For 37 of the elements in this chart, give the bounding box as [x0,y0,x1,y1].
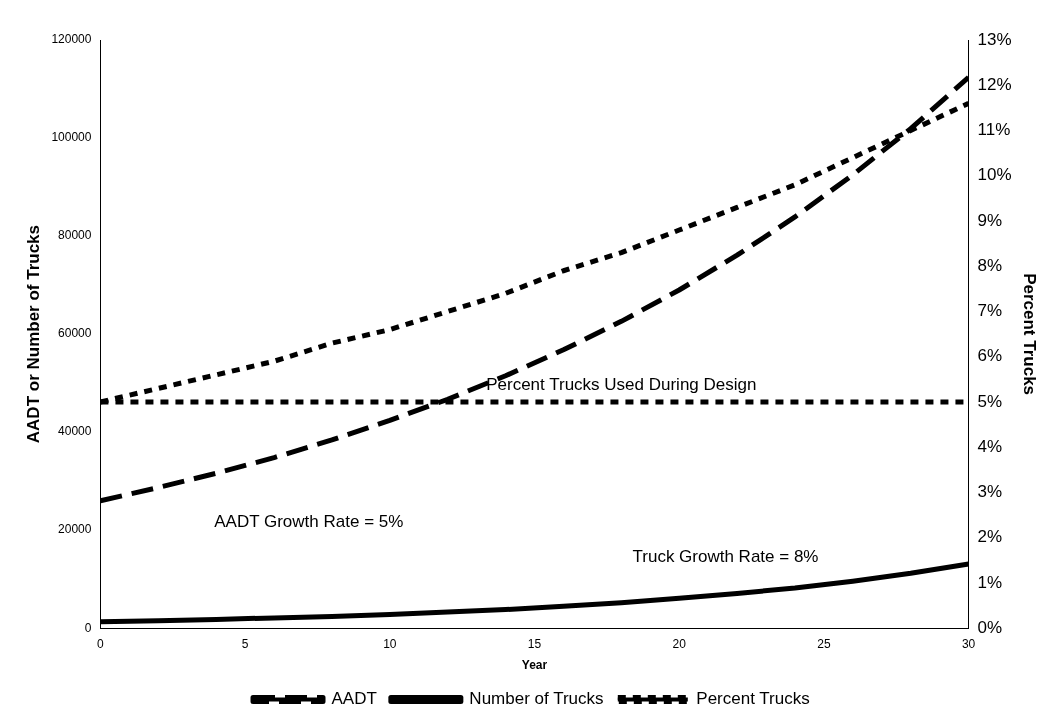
y2-tick-label: 6% [977,346,1003,366]
y-tick-label: 0 [84,620,92,635]
x-tick-label: 25 [817,636,831,651]
y-axis-title: AADT or Number of Trucks [23,225,43,444]
y-tick-label: 80000 [58,228,92,243]
x-tick-label: 30 [961,636,976,651]
annotation: AADT Growth Rate = 5% [214,512,404,532]
y-tick-label: 20000 [58,522,92,537]
y-tick-label: 40000 [58,424,92,439]
y2-tick-label: 2% [977,527,1003,547]
y2-tick-label: 5% [977,391,1003,411]
y2-tick-label: 9% [977,210,1003,230]
legend-label: AADT [331,689,377,709]
legend-label: Percent Trucks [696,689,810,709]
y2-tick-label: 10% [977,165,1012,185]
y2-tick-label: 8% [977,255,1003,275]
x-tick-label: 10 [383,636,397,651]
y2-tick-label: 11% [977,120,1011,140]
y2-axis-title: Percent Trucks [1020,273,1040,396]
y2-tick-label: 1% [977,572,1003,592]
x-axis-title: Year [521,658,548,673]
ref-line-label: Percent Trucks Used During Design [486,375,757,395]
y2-tick-label: 4% [977,436,1003,456]
y-tick-label: 120000 [51,32,92,47]
y2-tick-label: 12% [977,74,1012,94]
annotation: Truck Growth Rate = 8% [632,547,819,567]
y2-tick-label: 13% [977,29,1012,49]
x-tick-label: 15 [527,636,542,651]
y2-tick-label: 3% [977,482,1003,502]
x-tick-label: 0 [97,636,105,651]
x-tick-label: 5 [241,636,249,651]
y-tick-label: 100000 [51,130,92,145]
legend-label: Number of Trucks [469,689,604,709]
y2-tick-label: 0% [977,617,1003,637]
y-tick-label: 60000 [58,326,92,341]
y2-tick-label: 7% [977,301,1003,321]
x-tick-label: 20 [672,636,687,651]
